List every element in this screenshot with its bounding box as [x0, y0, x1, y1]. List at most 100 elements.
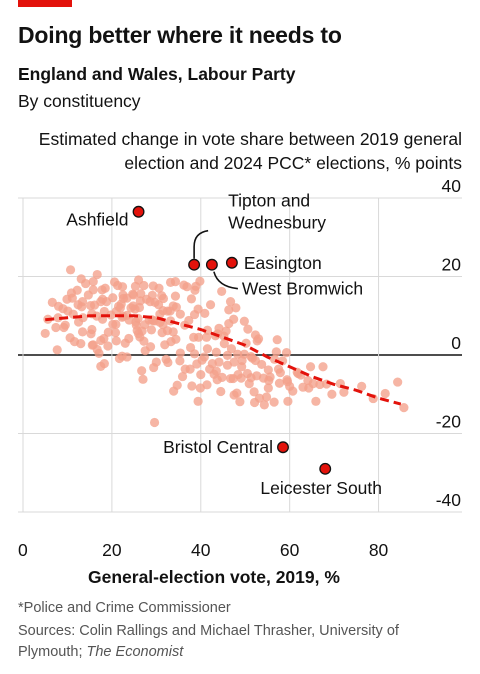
scatter-point — [111, 319, 121, 329]
highlight-label: Wednesbury — [228, 213, 326, 233]
scatter-point — [214, 323, 224, 333]
scatter-point — [269, 397, 279, 407]
scatter-point — [182, 282, 192, 292]
scatter-point — [274, 378, 285, 388]
scatter-point — [124, 333, 134, 344]
scatter-point — [236, 373, 246, 383]
scatter-point — [40, 328, 50, 339]
scatter-point — [170, 291, 181, 301]
scatter-point — [139, 336, 149, 346]
scatter-point — [193, 396, 203, 406]
source-text: Sources: Colin Rallings and Michael Thra… — [18, 623, 399, 660]
scatter-point — [67, 293, 77, 303]
scatter-point — [216, 386, 226, 397]
highlight-point — [132, 205, 145, 218]
highlight-point — [225, 256, 238, 269]
scatter-point — [283, 396, 293, 406]
scatter-point — [357, 381, 367, 391]
accent-bar — [18, 0, 72, 7]
scatter-point — [149, 417, 160, 428]
scatter-point — [229, 357, 239, 367]
scatter-point — [196, 370, 206, 380]
scatter-point — [225, 297, 236, 307]
scatter-point — [201, 332, 212, 342]
scatter-point — [202, 344, 213, 354]
scatter-point — [219, 339, 229, 349]
scatter-point — [261, 392, 272, 402]
scatter-point — [239, 316, 249, 326]
x-tick-label: 40 — [191, 540, 211, 560]
chart-subsubtitle: By constituency — [18, 91, 141, 111]
scatter-point — [195, 276, 205, 286]
scatter-point — [217, 286, 227, 297]
scatter-point — [253, 334, 264, 344]
highlight-label: Easington — [244, 253, 322, 273]
y-axis-label: Estimated change in vote share between 2… — [38, 129, 462, 173]
scatter-point — [243, 324, 253, 334]
x-tick-label: 80 — [369, 540, 389, 560]
scatter-point — [200, 308, 210, 318]
scatter-point — [103, 327, 113, 337]
scatter-point — [193, 332, 204, 342]
scatter-point — [172, 380, 182, 390]
scatter-point — [52, 345, 62, 355]
x-tick-label: 60 — [280, 540, 300, 560]
scatter-point — [232, 388, 242, 398]
leader-line-westbromwich — [213, 271, 238, 290]
highlight-label: Ashfield — [66, 210, 128, 230]
scatter-point — [168, 327, 178, 337]
scatter-point — [76, 339, 86, 349]
scatter-point — [235, 397, 245, 407]
scatter-point — [65, 265, 76, 275]
scatter-point — [110, 328, 121, 338]
scatter-point — [108, 293, 118, 303]
scatter-point — [221, 326, 231, 336]
scatter-point — [399, 402, 409, 413]
x-tick-label: 20 — [102, 540, 122, 560]
scatter-point — [202, 380, 212, 390]
highlight-label: West Bromwich — [242, 279, 363, 299]
scatter-point — [88, 285, 98, 295]
scatter-point — [177, 371, 188, 382]
trend-line — [45, 314, 402, 406]
y-tick-label: -40 — [436, 490, 462, 510]
scatter-point — [254, 393, 265, 403]
scatter-point — [92, 269, 102, 280]
source-note: Sources: Colin Rallings and Michael Thra… — [18, 621, 458, 663]
scatter-point — [393, 377, 403, 387]
scatter-point — [94, 348, 104, 359]
x-axis-label: General-election vote, 2019, % — [88, 567, 340, 587]
scatter-point — [111, 336, 121, 346]
y-tick-label: 20 — [442, 255, 462, 275]
scatter-point — [272, 335, 282, 345]
scatter-point — [185, 364, 195, 374]
scatter-point — [305, 362, 316, 372]
y-tick-label: -20 — [436, 412, 462, 432]
source-publisher: The Economist — [86, 644, 184, 660]
scatter-point — [318, 362, 328, 372]
highlight-point — [319, 462, 332, 475]
scatter-point — [77, 297, 88, 307]
scatter-point — [339, 387, 349, 397]
scatter-point — [226, 344, 237, 354]
scatter-point — [189, 349, 200, 359]
scatter-point — [139, 280, 149, 291]
scatter-point — [81, 278, 91, 289]
scatter-point — [147, 290, 157, 300]
scatter-point — [211, 347, 221, 357]
scatter-point — [158, 293, 169, 304]
highlight-label: Tipton and — [228, 191, 310, 211]
scatter-point — [77, 327, 88, 337]
scatter-point — [187, 381, 197, 391]
scatter-point — [263, 365, 273, 375]
scatter-point — [186, 294, 197, 304]
leader-line-tipton — [193, 229, 209, 259]
scatter-point — [199, 352, 209, 362]
highlight-label: Leicester South — [260, 478, 382, 498]
scatter-point — [275, 368, 285, 378]
chart-title: Doing better where it needs to — [18, 22, 342, 48]
scatter-point — [249, 387, 259, 397]
scatter-point — [217, 372, 227, 382]
highlight-label: Bristol Central — [163, 437, 273, 457]
scatter-point — [184, 315, 194, 326]
